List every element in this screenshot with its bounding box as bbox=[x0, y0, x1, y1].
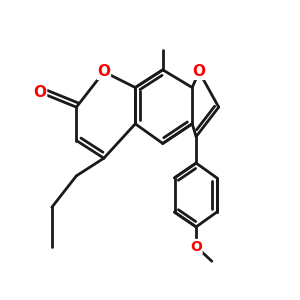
Text: O: O bbox=[98, 64, 110, 79]
Text: O: O bbox=[193, 64, 206, 79]
Text: O: O bbox=[190, 239, 202, 254]
Text: O: O bbox=[34, 85, 46, 100]
